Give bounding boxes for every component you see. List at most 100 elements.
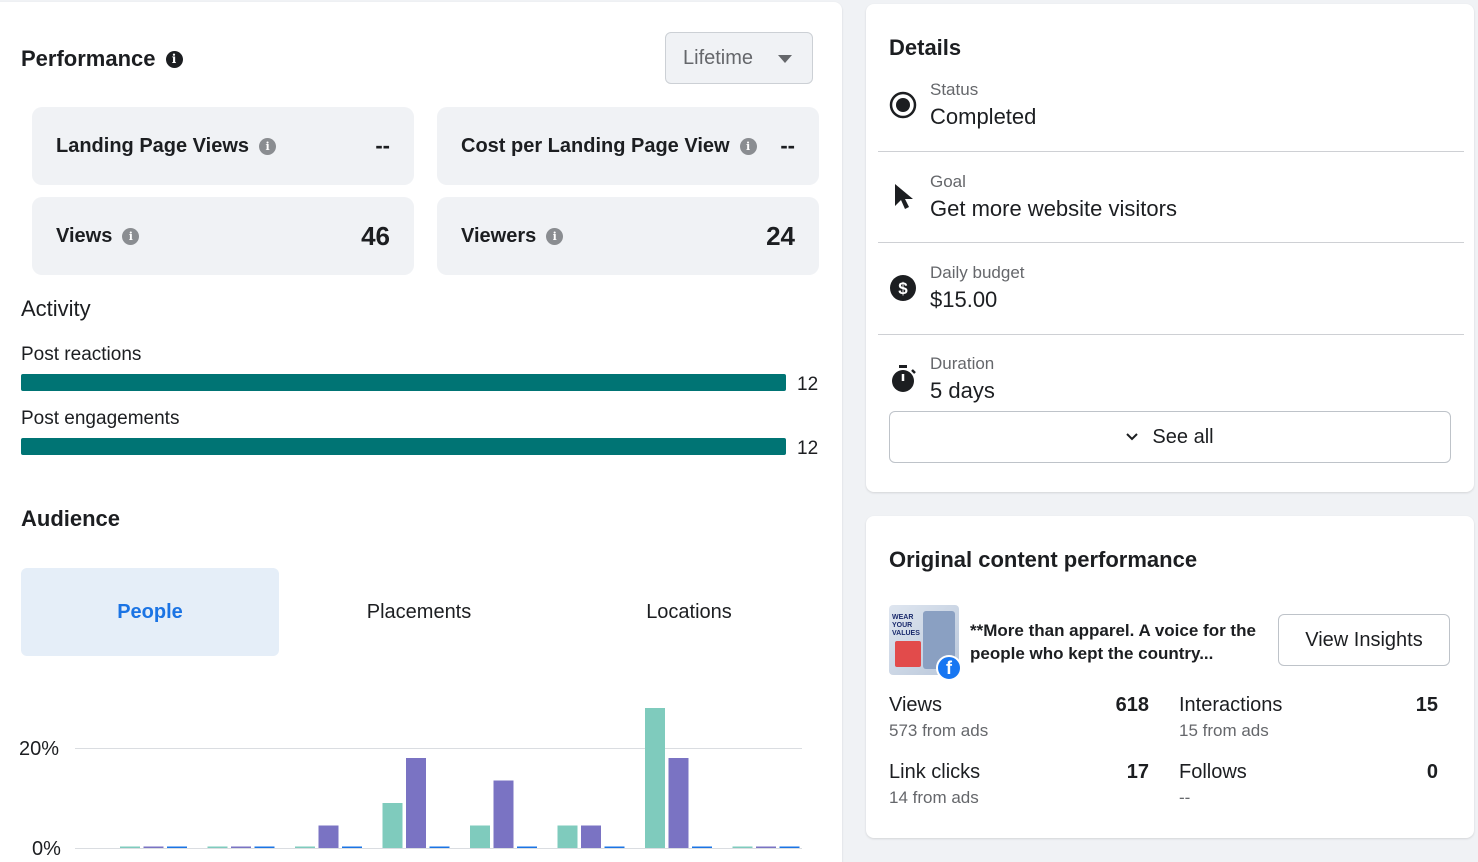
date-range-label: Lifetime bbox=[683, 46, 754, 69]
stat-follows-sub: -- bbox=[1179, 788, 1191, 807]
info-icon[interactable]: i bbox=[122, 227, 140, 245]
activity-bar-post-reactions bbox=[21, 374, 786, 391]
metric-value: -- bbox=[375, 133, 390, 158]
detail-value: $15.00 bbox=[930, 287, 998, 312]
view-insights-button[interactable]: View Insights bbox=[1278, 614, 1450, 666]
radio-icon bbox=[889, 91, 917, 119]
chart-bar[interactable] bbox=[470, 825, 490, 849]
metric-label: Viewers bbox=[461, 224, 537, 247]
tab-placements[interactable]: Placements bbox=[366, 600, 472, 623]
chart-bar[interactable] bbox=[732, 846, 753, 849]
detail-goal: Goal Get more website visitors bbox=[888, 172, 1464, 232]
info-icon[interactable]: i bbox=[739, 137, 757, 155]
stat-views-label: Views bbox=[889, 694, 942, 716]
metric-label: Views bbox=[56, 224, 113, 247]
y-tick-20: 20% bbox=[19, 738, 60, 760]
chart-bar[interactable] bbox=[295, 846, 315, 849]
chart-bar[interactable] bbox=[342, 846, 362, 849]
caret-down-icon bbox=[778, 55, 792, 63]
see-all-button[interactable]: See all bbox=[889, 411, 1451, 463]
date-range-dropdown[interactable]: Lifetime bbox=[665, 32, 813, 84]
performance-title: Performance i bbox=[21, 46, 183, 72]
activity-label-post-reactions: Post reactions bbox=[21, 344, 142, 365]
detail-label: Status bbox=[930, 80, 979, 99]
metric-value: 24 bbox=[766, 220, 795, 251]
dollar-icon: $ bbox=[890, 275, 916, 301]
stat-interactions-label: Interactions bbox=[1179, 694, 1283, 716]
metric-viewers: Viewers i 24 bbox=[437, 197, 819, 275]
activity-bar-post-engagements bbox=[21, 438, 786, 455]
chart-bar[interactable] bbox=[779, 846, 800, 849]
chart-bar[interactable] bbox=[318, 825, 339, 849]
tab-people[interactable]: People bbox=[21, 568, 279, 656]
chart-bar[interactable] bbox=[645, 708, 665, 848]
chart-bar[interactable] bbox=[668, 758, 689, 848]
detail-duration: Duration 5 days bbox=[888, 354, 1464, 414]
chart-bar[interactable] bbox=[604, 846, 625, 849]
metric-label: Cost per Landing Page View bbox=[461, 134, 730, 157]
activity-label-post-engagements: Post engagements bbox=[21, 408, 180, 429]
detail-daily-budget: $ Daily budget $15.00 bbox=[888, 263, 1464, 323]
thumbnail-text: WEAR YOUR VALUES bbox=[892, 614, 920, 637]
post-text[interactable]: **More than apparel. A voice for the peo… bbox=[970, 621, 1256, 663]
chart-bar[interactable] bbox=[692, 846, 712, 849]
cursor-icon bbox=[895, 184, 913, 209]
detail-value: Completed bbox=[930, 104, 1037, 129]
activity-title: Activity bbox=[21, 296, 91, 321]
chart-bar[interactable] bbox=[756, 846, 776, 849]
svg-text:$: $ bbox=[898, 279, 908, 298]
chevron-down-icon bbox=[1126, 433, 1139, 441]
see-all-label: See all bbox=[1152, 425, 1214, 448]
chart-bar[interactable] bbox=[406, 758, 426, 848]
chart-bar[interactable] bbox=[557, 825, 578, 849]
stat-views-value: 618 bbox=[1115, 694, 1149, 716]
chart-bar[interactable] bbox=[581, 825, 601, 849]
divider bbox=[878, 151, 1464, 152]
audience-title: Audience bbox=[21, 506, 121, 531]
metric-value: 46 bbox=[361, 220, 390, 251]
detail-label: Daily budget bbox=[930, 263, 1025, 282]
stat-link-clicks-label: Link clicks bbox=[889, 761, 981, 783]
stat-follows-label: Follows bbox=[1179, 761, 1247, 783]
chart-bar[interactable] bbox=[382, 803, 403, 848]
info-icon[interactable]: i bbox=[259, 137, 277, 155]
gridline-20 bbox=[75, 748, 802, 749]
ocp-title: Original content performance bbox=[889, 547, 1198, 572]
stat-interactions-sub: 15 from ads bbox=[1179, 721, 1269, 740]
chart-bar[interactable] bbox=[429, 846, 450, 849]
details-card: Details Status Completed Goal Get more w… bbox=[866, 4, 1474, 492]
stopwatch-icon bbox=[892, 365, 916, 392]
stat-link-clicks-sub: 14 from ads bbox=[889, 788, 979, 807]
chart-bar[interactable] bbox=[517, 846, 537, 849]
chart-bar[interactable] bbox=[231, 846, 251, 849]
stat-views-sub: 573 from ads bbox=[889, 721, 989, 740]
metric-label: Landing Page Views bbox=[56, 134, 250, 157]
chart-bar[interactable] bbox=[143, 846, 164, 849]
detail-label: Goal bbox=[930, 172, 966, 191]
original-content-card: Original content performance WEAR YOUR V… bbox=[866, 516, 1474, 838]
metric-value: -- bbox=[780, 133, 795, 158]
chart-bar[interactable] bbox=[120, 846, 140, 849]
stat-interactions-value: 15 bbox=[1415, 694, 1438, 716]
audience-chart bbox=[120, 708, 800, 849]
info-icon[interactable]: i bbox=[165, 50, 183, 68]
tab-locations[interactable]: Locations bbox=[646, 600, 732, 623]
detail-label: Duration bbox=[930, 354, 995, 373]
chart-bar[interactable] bbox=[254, 846, 275, 849]
info-icon[interactable]: i bbox=[546, 227, 564, 245]
detail-status: Status Completed bbox=[888, 80, 1464, 140]
details-title: Details bbox=[889, 35, 962, 60]
chart-bar[interactable] bbox=[207, 846, 228, 849]
chart-bar[interactable] bbox=[493, 780, 514, 849]
stat-link-clicks-value: 17 bbox=[1126, 761, 1149, 783]
performance-title-text: Performance bbox=[21, 46, 156, 71]
detail-value: Get more website visitors bbox=[930, 196, 1177, 221]
metric-cost-per-landing-page-view: Cost per Landing Page View i -- bbox=[437, 107, 819, 185]
divider bbox=[878, 242, 1464, 243]
activity-value-post-reactions: 12 bbox=[797, 374, 819, 395]
divider bbox=[878, 334, 1464, 335]
gridline-0 bbox=[75, 848, 802, 849]
chart-bar[interactable] bbox=[167, 846, 187, 849]
metric-landing-page-views: Landing Page Views i -- bbox=[32, 107, 414, 185]
activity-value-post-engagements: 12 bbox=[797, 438, 819, 459]
